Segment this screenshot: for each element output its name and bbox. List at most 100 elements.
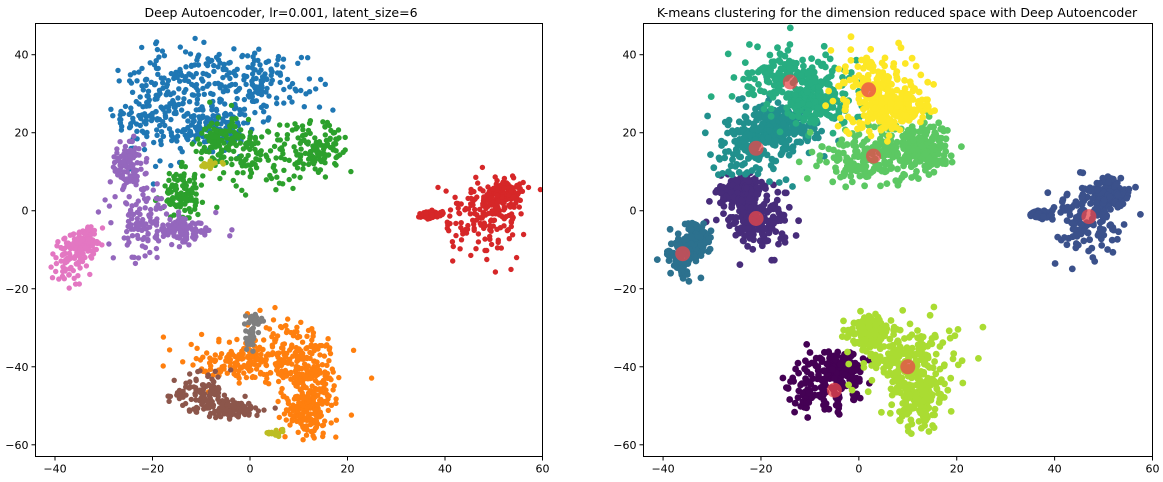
- scatter-point: [82, 244, 89, 251]
- scatter-point: [814, 391, 822, 399]
- scatter-point: [259, 83, 265, 90]
- scatter-point: [774, 99, 782, 106]
- scatter-point: [254, 412, 260, 419]
- scatter-point: [198, 331, 205, 338]
- scatter-point: [145, 88, 152, 95]
- scatter-point: [326, 346, 332, 353]
- scatter-point: [241, 73, 247, 79]
- scatter-point: [333, 396, 339, 402]
- scatter-point: [152, 96, 158, 102]
- scatter-point: [140, 87, 146, 93]
- scatter-point: [503, 214, 509, 220]
- scatter-point: [61, 245, 68, 252]
- scatter-point: [223, 135, 230, 141]
- scatter-point: [290, 413, 297, 419]
- scatter-point: [144, 76, 150, 83]
- scatter-point: [219, 116, 226, 122]
- scatter-point: [199, 199, 206, 205]
- scatter-point: [130, 149, 136, 155]
- scatter-point: [742, 103, 750, 111]
- scatter-point: [189, 81, 195, 88]
- scatter-point: [129, 164, 135, 170]
- scatter-point: [787, 99, 795, 107]
- scatter-point: [329, 366, 335, 372]
- scatter-point: [758, 65, 766, 73]
- scatter-point: [300, 372, 307, 378]
- scatter-point: [141, 130, 147, 136]
- scatter-point: [201, 160, 207, 167]
- scatter-point: [258, 351, 264, 358]
- scatter-point: [321, 390, 327, 396]
- scatter-point: [211, 62, 217, 69]
- scatter-point: [128, 80, 135, 86]
- scatter-point: [243, 374, 250, 381]
- scatter-point: [749, 126, 757, 133]
- scatter-point: [829, 129, 837, 137]
- scatter-point: [745, 131, 753, 139]
- scatter-point: [921, 162, 929, 170]
- scatter-point: [223, 358, 230, 364]
- scatter-point: [852, 56, 860, 64]
- scatter-point: [154, 127, 160, 133]
- scatter-point: [488, 228, 494, 234]
- scatter-point: [506, 236, 512, 242]
- scatter-point: [513, 254, 520, 261]
- scatter-point: [447, 213, 453, 219]
- scatter-point: [231, 148, 237, 154]
- scatter-point: [239, 187, 245, 193]
- scatter-point: [733, 161, 741, 168]
- scatter-point: [128, 109, 134, 116]
- scatter-point: [168, 70, 174, 77]
- scatter-point: [841, 371, 849, 379]
- scatter-point: [226, 416, 233, 422]
- scatter-point: [248, 358, 254, 364]
- scatter-point: [134, 78, 140, 84]
- scatter-point: [234, 170, 240, 176]
- scatter-point: [296, 380, 303, 386]
- scatter-point: [482, 223, 488, 229]
- scatter-point: [245, 116, 252, 123]
- scatter-point: [130, 115, 136, 122]
- scatter-point: [300, 437, 306, 443]
- scatter-point: [688, 219, 696, 227]
- scatter-point: [189, 141, 195, 147]
- scatter-point: [739, 237, 747, 245]
- scatter-point: [795, 158, 803, 166]
- scatter-point: [322, 124, 328, 130]
- scatter-point: [311, 395, 317, 402]
- scatter-point: [263, 325, 269, 331]
- scatter-point: [766, 127, 773, 134]
- scatter-point: [450, 258, 456, 264]
- scatter-point: [1089, 195, 1096, 202]
- scatter-point: [894, 165, 901, 173]
- scatter-point: [205, 72, 212, 79]
- scatter-point: [243, 141, 249, 147]
- scatter-point: [231, 129, 237, 135]
- scatter-point: [348, 412, 355, 418]
- scatter-point: [258, 315, 265, 321]
- scatter-point: [140, 185, 147, 192]
- scatter-point: [267, 148, 274, 154]
- scatter-point: [283, 373, 290, 379]
- scatter-point: [181, 173, 187, 179]
- scatter-point: [475, 231, 482, 237]
- scatter-point: [195, 62, 202, 68]
- scatter-point: [312, 425, 319, 431]
- scatter-point: [206, 149, 212, 155]
- scatter-point: [282, 156, 288, 162]
- scatter-point: [720, 210, 727, 218]
- scatter-point: [166, 229, 172, 236]
- scatter-point: [311, 411, 317, 417]
- scatter-point: [852, 133, 859, 141]
- scatter-point: [209, 107, 215, 113]
- scatter-point: [1085, 187, 1092, 194]
- scatter-point: [1137, 211, 1144, 218]
- scatter-point: [273, 95, 280, 101]
- scatter-point: [247, 129, 254, 135]
- scatter-point: [312, 367, 318, 373]
- scatter-point: [154, 181, 160, 187]
- scatter-point: [192, 392, 198, 398]
- scatter-point: [168, 116, 174, 123]
- scatter-point: [106, 203, 113, 209]
- scatter-point: [246, 412, 252, 418]
